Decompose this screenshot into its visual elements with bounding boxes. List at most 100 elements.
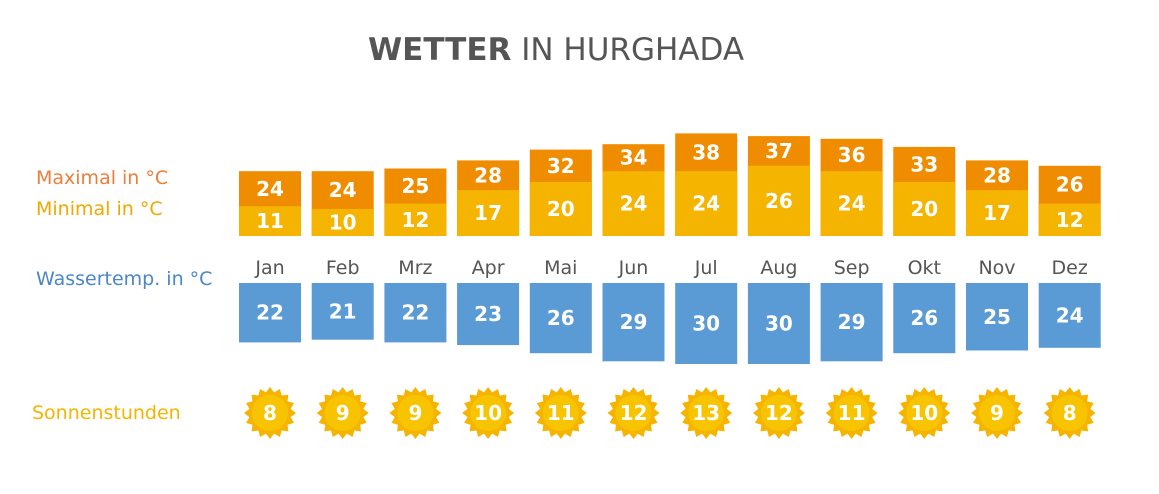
sun-core	[615, 395, 652, 431]
water-bar	[457, 283, 520, 346]
max-label: 28	[474, 163, 502, 187]
max-label: 26	[1056, 173, 1084, 197]
min-bar	[384, 203, 447, 236]
sun-core	[324, 395, 361, 431]
month-label: Nov	[978, 257, 1015, 279]
sun-label: 10	[910, 401, 938, 425]
sun-core	[1051, 395, 1088, 431]
water-label: 23	[474, 302, 502, 326]
min-bar	[311, 209, 374, 236]
month-label: Feb	[326, 257, 360, 279]
month-label: Jan	[254, 257, 284, 279]
max-label: 24	[256, 177, 284, 201]
min-bar	[602, 171, 665, 236]
min-label: 10	[329, 211, 357, 235]
max-label: 38	[692, 140, 720, 164]
sun-core	[906, 395, 943, 431]
sun-label: 9	[336, 401, 350, 425]
min-label: 17	[474, 201, 502, 225]
max-label: 33	[910, 152, 938, 176]
month-label: Dez	[1052, 257, 1088, 279]
water-bar	[675, 283, 738, 364]
legend-label: Sonnenstunden	[32, 402, 181, 424]
min-label: 17	[983, 201, 1011, 225]
water-bar	[529, 283, 592, 354]
water-label: 29	[838, 310, 866, 334]
min-label: 26	[765, 189, 793, 213]
max-label: 25	[401, 174, 429, 198]
month-label: Apr	[472, 257, 505, 279]
water-bar	[820, 283, 883, 362]
water-label: 22	[401, 301, 429, 325]
min-label: 24	[620, 192, 648, 216]
water-bar	[239, 283, 301, 343]
water-label: 24	[1056, 303, 1084, 327]
sun-label: 9	[408, 401, 422, 425]
min-label: 20	[547, 197, 575, 221]
min-bar	[675, 171, 738, 236]
min-label: 11	[256, 209, 284, 233]
month-label: Mrz	[398, 257, 432, 279]
water-bar	[311, 283, 374, 340]
month-label: Aug	[760, 257, 797, 279]
min-label: 20	[910, 197, 938, 221]
sun-label: 11	[838, 401, 866, 425]
water-bar	[602, 283, 665, 362]
max-label: 34	[620, 146, 648, 170]
chart-title: WETTER IN HURGHADA	[368, 32, 744, 68]
min-label: 12	[1056, 208, 1084, 232]
water-label: 29	[620, 310, 648, 334]
min-bar	[1038, 203, 1101, 236]
water-label: 30	[765, 312, 793, 336]
sun-core	[688, 395, 725, 431]
min-bar	[966, 190, 1028, 236]
sun-core	[760, 395, 797, 431]
water-bar	[747, 283, 810, 364]
max-label: 32	[547, 154, 575, 178]
water-bar	[966, 283, 1028, 351]
water-label: 26	[910, 306, 938, 330]
sun-core	[542, 395, 579, 431]
title-rest: IN HURGHADA	[521, 32, 744, 68]
water-bar	[893, 283, 956, 354]
sun-label: 12	[765, 401, 793, 425]
sun-label: 12	[620, 401, 648, 425]
legend-label: Maximal in °C	[36, 167, 168, 189]
water-label: 30	[692, 312, 720, 336]
min-bar	[820, 171, 883, 236]
min-bar	[893, 182, 956, 236]
water-label: 21	[329, 299, 357, 323]
water-bar	[384, 283, 447, 343]
month-label: Jul	[694, 257, 718, 279]
max-label: 24	[329, 178, 357, 202]
min-label: 24	[838, 192, 866, 216]
water-label: 25	[983, 305, 1011, 329]
max-label: 37	[765, 139, 793, 163]
sun-label: 9	[990, 401, 1004, 425]
min-bar	[529, 182, 592, 236]
month-label: Jun	[618, 257, 649, 279]
water-bar	[1038, 283, 1101, 348]
sun-core	[979, 395, 1015, 431]
month-label: Okt	[908, 257, 941, 279]
sun-label: 8	[263, 401, 277, 425]
sun-label: 11	[547, 401, 575, 425]
max-label: 28	[983, 163, 1011, 187]
sun-label: 13	[692, 401, 720, 425]
month-label: Mai	[544, 257, 577, 279]
sun-core	[252, 395, 288, 431]
min-bar	[239, 206, 301, 236]
sun-core	[397, 395, 434, 431]
month-label: Sep	[834, 257, 870, 279]
water-label: 22	[256, 301, 284, 325]
sun-label: 10	[474, 401, 502, 425]
min-label: 12	[401, 208, 429, 232]
legend-label: Minimal in °C	[36, 198, 163, 220]
sun-core	[833, 395, 870, 431]
sun-label: 8	[1063, 401, 1077, 425]
legend-label: Wassertemp. in °C	[36, 268, 212, 290]
max-label: 36	[838, 143, 866, 167]
min-bar	[747, 165, 810, 236]
